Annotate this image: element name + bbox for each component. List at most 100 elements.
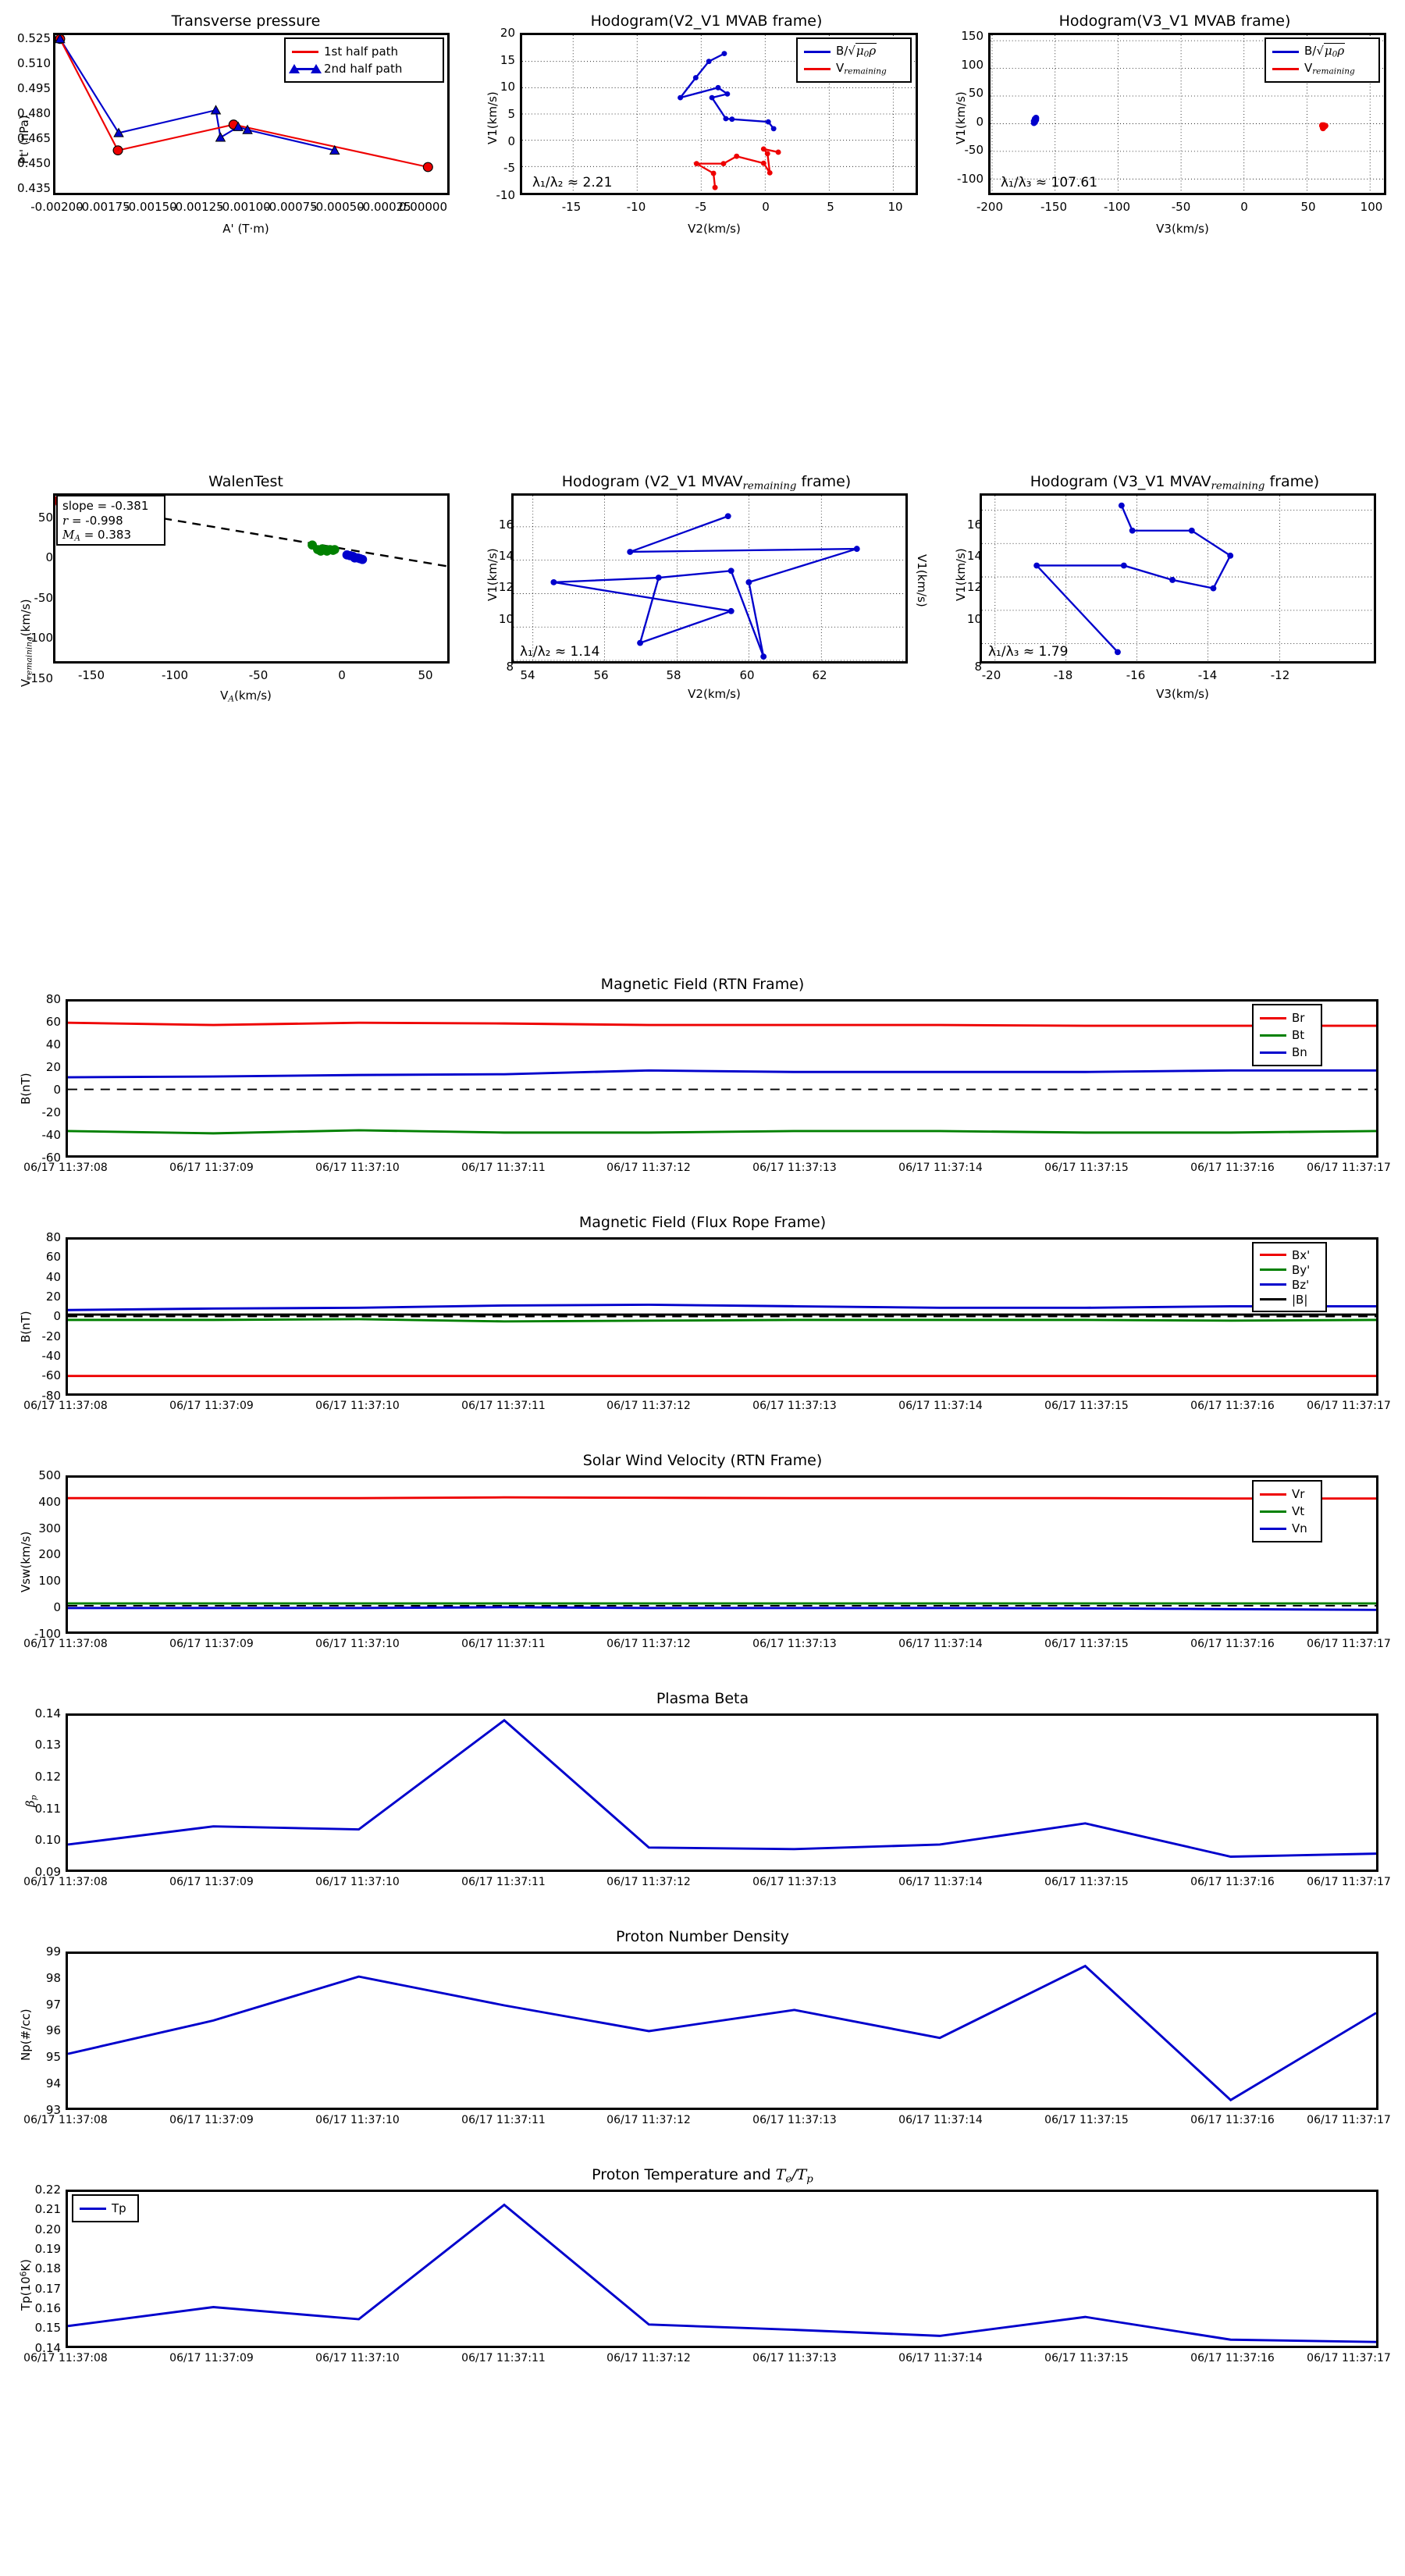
y-tick-label: 95: [45, 2050, 61, 2064]
time-tick-label: 06/17 11:37:09: [169, 2352, 254, 2364]
legend-row: Vt: [1260, 1503, 1314, 1520]
x-tick-label: -0.00075: [265, 200, 318, 214]
series-bz-prime: [68, 1304, 1376, 1311]
y-tick-label: -10: [496, 188, 516, 202]
y-tick-label: 0.465: [17, 131, 51, 145]
series-by-prime: [68, 1318, 1376, 1323]
x-tick-label: 50: [1300, 200, 1316, 214]
x-tick-label: -0.00175: [77, 200, 130, 214]
panel-hodogram-v2v1-mvav: Hodogram (V2_V1 MVAVremaining frame) V1(…: [468, 453, 937, 906]
y-tick-label: 94: [45, 2076, 61, 2090]
gridlines: [991, 35, 1384, 193]
x-tick-label: 100: [1360, 200, 1383, 214]
legend-row: By': [1260, 1262, 1319, 1277]
y-tick-label: 8: [506, 660, 514, 674]
y-tick-label: 0.09: [34, 1865, 61, 1879]
x-tick-label: -100: [1103, 200, 1131, 214]
x-tick-label: -0.00050: [311, 200, 365, 214]
x-tick-label: -200: [976, 200, 1004, 214]
gridlines: [982, 496, 1374, 661]
time-tick-label: 06/17 11:37:09: [169, 2114, 254, 2126]
y-tick-label: 16: [498, 518, 514, 532]
legend-marker-line: [1260, 1283, 1286, 1286]
y-tick-label: 93: [45, 2103, 61, 2117]
x-tick-label: -12: [1270, 668, 1290, 682]
legend-solar-wind-velocity: Vr Vt Vn: [1252, 1480, 1322, 1542]
eigenvalue-ratio-annotation: λ₁/λ₃ ≈ 1.79: [988, 644, 1069, 660]
series-v2-v1-markers: [550, 513, 860, 660]
time-tick-label: 06/17 11:37:10: [315, 1876, 400, 1888]
x-tick-label: 0.00000: [398, 200, 448, 214]
x-tick-label: 0: [338, 668, 346, 682]
legend-row: B/√μ0ρ: [804, 43, 904, 60]
panel-title: Plasma Beta: [656, 1690, 749, 1707]
panel-title: Hodogram(V2_V1 MVAB frame): [590, 12, 823, 30]
series-np: [68, 1964, 1376, 2102]
y-tick-label: -40: [41, 1128, 62, 1142]
plot-area: [66, 1952, 1378, 2110]
time-tick-label: 06/17 11:37:10: [315, 1162, 400, 1174]
y-tick-label: -150: [26, 671, 53, 685]
legend-marker-line: [804, 50, 831, 53]
legend-label-v-remaining: Vremaining: [1304, 61, 1355, 76]
legend-label: Bn: [1292, 1045, 1307, 1059]
legend-marker-line: [1272, 50, 1299, 53]
y-tick-label: -20: [41, 1105, 62, 1119]
y-tick-label: 0: [45, 550, 53, 564]
legend-row: Br: [1260, 1009, 1314, 1026]
x-tick-label: -0.00100: [218, 200, 271, 214]
hodogram-v3v1-mvav-svg: [982, 496, 1374, 661]
legend-row: 2nd half path: [289, 60, 436, 77]
time-tick-label: 06/17 11:37:11: [461, 1638, 546, 1650]
legend-label: Vt: [1292, 1504, 1305, 1518]
time-tick-label: 06/17 11:37:13: [752, 1638, 837, 1650]
time-tick-label: 06/17 11:37:11: [461, 1400, 546, 1412]
legend-label: By': [1292, 1262, 1311, 1277]
y-axis-label-right: V1(km/s): [915, 554, 929, 607]
y-tick-label: 5: [507, 107, 515, 121]
time-tick-label: 06/17 11:37:16: [1190, 2114, 1275, 2126]
x-tick-label: -10: [626, 200, 646, 214]
y-tick-label: 98: [45, 1971, 61, 1985]
y-tick-label: 0.12: [34, 1770, 61, 1784]
y-tick-label: 20: [45, 1290, 61, 1304]
y-tick-label: 500: [38, 1468, 61, 1482]
y-tick-label: 400: [38, 1495, 61, 1509]
y-tick-label: 50: [968, 86, 984, 100]
panel-title: Hodogram(V3_V1 MVAB frame): [1058, 12, 1291, 30]
y-tick-label: 0: [53, 1309, 61, 1323]
time-tick-label: 06/17 11:37:09: [169, 1638, 254, 1650]
y-tick-label: 0.22: [34, 2183, 61, 2197]
legend-marker-triangle: [289, 63, 322, 73]
legend-marker-circle: [292, 50, 318, 53]
time-tick-label: 06/17 11:37:11: [461, 2352, 546, 2364]
x-axis-label: V2(km/s): [688, 222, 741, 236]
time-tick-label: 06/17 11:37:12: [606, 1638, 691, 1650]
y-tick-label: 300: [38, 1521, 61, 1535]
panel-title: Transverse pressure: [171, 12, 321, 30]
x-tick-label: -0.00200: [30, 200, 84, 214]
x-tick-label: 50: [418, 668, 433, 682]
walen-stats-box: slope = -0.381 r = -0.998 MA = 0.383: [56, 495, 165, 546]
y-tick-label: 14: [966, 549, 982, 563]
legend-label: Tp: [112, 2201, 126, 2215]
y-tick-label: 16: [966, 518, 982, 532]
plot-area: [66, 1237, 1378, 1396]
legend-row: Bx': [1260, 1247, 1319, 1262]
time-tick-label: 06/17 11:37:17: [1307, 1638, 1391, 1650]
series-br: [68, 1021, 1376, 1027]
series-b-alfven-markers: [678, 51, 777, 132]
y-tick-label: 0.16: [34, 2301, 61, 2315]
legend-label: Bz': [1292, 1277, 1310, 1292]
x-tick-label: -0.00125: [171, 200, 224, 214]
hodogram-v2v1-mvav-svg: [514, 496, 905, 661]
legend-label-v-remaining: Vremaining: [836, 61, 887, 76]
stat-slope: slope = -0.381: [62, 498, 149, 513]
time-tick-label: 06/17 11:37:12: [606, 1400, 691, 1412]
panel-hodogram-v2v1-mvab: Hodogram(V2_V1 MVAB frame) V1(km/s) V2(k…: [468, 0, 937, 453]
series-plasma-beta: [68, 1718, 1376, 1858]
plot-area: [66, 999, 1378, 1158]
y-tick-label: -40: [41, 1349, 62, 1363]
scatter-group-blue: [342, 550, 368, 564]
stat-correlation: r = -0.998: [62, 513, 123, 528]
